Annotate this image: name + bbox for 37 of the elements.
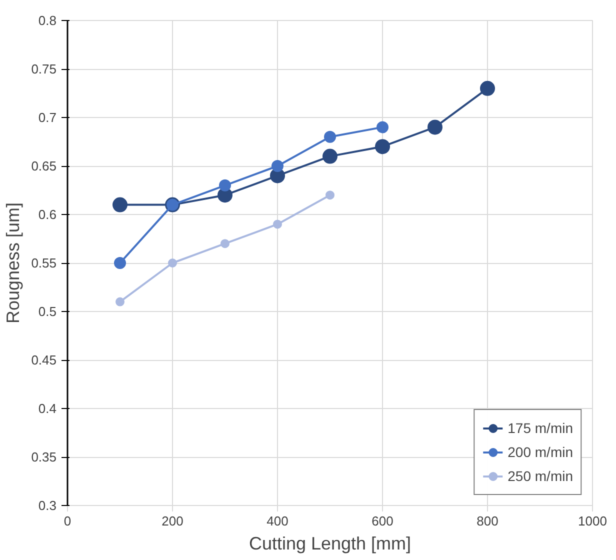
y-tick-label: 0.65 — [31, 158, 57, 174]
point — [273, 220, 282, 229]
point — [272, 160, 284, 172]
point — [376, 121, 388, 134]
y-tick-label: 0.75 — [31, 62, 57, 76]
y-tick-label: 0.55 — [31, 256, 57, 270]
x-tick-label: 0 — [64, 514, 72, 528]
point — [428, 120, 442, 135]
y-axis-title: Rougness [um] — [3, 202, 24, 324]
point — [480, 80, 495, 96]
point — [324, 130, 336, 143]
legend-label: 175 m/min — [508, 420, 573, 436]
x-tick-label: 1000 — [578, 514, 607, 528]
y-tick-label: 0.7 — [38, 110, 57, 125]
x-tick-label: 800 — [476, 514, 498, 528]
y-tick-label: 0.35 — [31, 450, 57, 464]
point — [116, 297, 124, 306]
y-tick-label: 0.8 — [38, 13, 57, 28]
point — [375, 139, 390, 154]
y-tick-label: 0.45 — [31, 352, 57, 368]
y-tick-label: 0.3 — [38, 498, 57, 513]
point — [322, 148, 338, 164]
point — [112, 197, 128, 212]
point — [168, 258, 177, 268]
point — [220, 239, 230, 248]
point — [114, 257, 126, 269]
x-tick-label: 200 — [162, 514, 184, 528]
legend-label: 200 m/min — [508, 444, 573, 460]
point — [219, 179, 231, 192]
x-tick-label: 600 — [372, 514, 394, 528]
legend-label: 250 m/min — [508, 468, 573, 484]
y-tick-label: 0.6 — [38, 207, 57, 222]
point — [326, 190, 334, 200]
x-axis-title: Cutting Length [mm] — [248, 534, 412, 554]
x-tick-label: 400 — [266, 514, 288, 528]
y-tick-label: 0.5 — [38, 304, 57, 319]
y-tick-label: 0.4 — [38, 401, 57, 416]
